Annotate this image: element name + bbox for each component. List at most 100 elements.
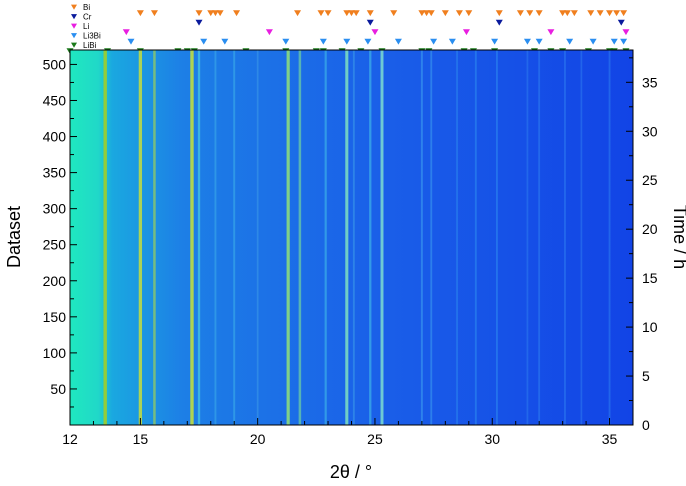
diffraction-line-8 xyxy=(286,50,290,425)
ref-peak-li3bi xyxy=(430,38,438,45)
legend-label-cr: Cr xyxy=(83,13,92,22)
ref-peak-li3bi xyxy=(491,38,499,45)
diffraction-line-2 xyxy=(153,50,156,425)
ref-peak-li3bi xyxy=(523,38,531,45)
y-left-tick-label: 100 xyxy=(43,345,67,361)
ref-peak-bi xyxy=(516,10,524,17)
ref-peak-li3bi xyxy=(127,38,135,45)
diffraction-line-12 xyxy=(352,50,355,425)
y-left-tick-label: 450 xyxy=(43,92,67,108)
ref-peak-li3bi xyxy=(448,38,456,45)
x-axis: 12 15 20 25 30 35 xyxy=(62,418,634,447)
ref-peak-li3bi xyxy=(282,38,290,45)
ref-peak-bi xyxy=(559,10,567,17)
ref-peak-cr xyxy=(495,19,503,26)
ref-peak-bi xyxy=(150,10,158,17)
ref-peak-li3bi xyxy=(566,38,574,45)
ref-peak-bi xyxy=(427,10,435,17)
diffraction-line-17 xyxy=(456,50,458,425)
y-left-tick-label: 200 xyxy=(43,273,67,289)
y-axis-right: 0 5 10 15 20 25 30 35 xyxy=(626,57,658,433)
legend-label-li3bi: Li3Bi xyxy=(83,32,101,41)
diffraction-line-14 xyxy=(380,50,384,425)
y-axis-left: 50 100 150 200 250 300 350 400 450 500 xyxy=(43,56,77,408)
legend-label-li: Li xyxy=(83,22,89,31)
ref-peak-bi xyxy=(418,10,426,17)
y-right-tick-label: 30 xyxy=(642,123,658,139)
ref-peak-li3bi xyxy=(343,38,351,45)
ref-peak-bi xyxy=(195,10,203,17)
ref-peak-bi xyxy=(526,10,534,17)
y-left-tick-label: 150 xyxy=(43,309,67,325)
y-left-tick-label: 250 xyxy=(43,237,67,253)
y-right-tick-label: 15 xyxy=(642,270,658,286)
y-right-tick-label: 35 xyxy=(642,74,658,90)
legend-marker-bi xyxy=(71,4,77,10)
diffraction-line-21 xyxy=(538,50,541,425)
diffraction-line-18 xyxy=(474,50,477,425)
ref-peak-bi xyxy=(465,10,473,17)
ref-peak-li xyxy=(265,29,273,36)
y-right-tick-label: 10 xyxy=(642,319,658,335)
ref-peak-bi xyxy=(495,10,503,17)
ref-peak-li3bi xyxy=(221,38,229,45)
ref-peak-bi xyxy=(343,10,351,17)
diffraction-line-3 xyxy=(190,50,194,425)
y-axis-left-title: Dataset xyxy=(4,206,24,268)
ref-peak-li xyxy=(547,29,555,36)
diffraction-line-9 xyxy=(298,50,302,425)
diffraction-line-7 xyxy=(256,50,259,425)
ref-peak-li3bi xyxy=(364,38,372,45)
diffraction-line-16 xyxy=(430,50,433,425)
ref-peak-bi xyxy=(587,10,595,17)
ref-peak-bi xyxy=(563,10,571,17)
ref-peak-li xyxy=(622,29,630,36)
ref-peak-bi xyxy=(233,10,241,17)
y-right-tick-label: 20 xyxy=(642,221,658,237)
ref-peak-li xyxy=(371,29,379,36)
diffraction-line-10 xyxy=(324,50,327,425)
ref-peak-bi xyxy=(441,10,449,17)
ref-peak-bi xyxy=(423,10,431,17)
y-left-tick-label: 400 xyxy=(43,129,67,145)
ref-peak-bi xyxy=(317,10,325,17)
ref-peak-bi xyxy=(620,10,628,17)
ref-peak-li3bi xyxy=(200,38,208,45)
ref-peak-bi xyxy=(294,10,302,17)
diffraction-line-0 xyxy=(103,50,107,425)
ref-peak-cr xyxy=(195,19,203,26)
ref-peak-li xyxy=(462,29,470,36)
diffraction-line-23 xyxy=(580,50,583,425)
ref-peak-cr xyxy=(366,19,374,26)
legend-marker-li xyxy=(71,23,77,29)
x-tick-label: 12 xyxy=(62,431,78,447)
ref-peak-li3bi xyxy=(535,38,543,45)
ref-peak-bi xyxy=(216,10,224,17)
ref-peak-bi xyxy=(596,10,604,17)
y-right-tick-label: 25 xyxy=(642,172,658,188)
ref-peak-li3bi xyxy=(610,38,618,45)
x-tick-label: 25 xyxy=(367,431,383,447)
legend-marker-cr xyxy=(71,14,77,20)
diffraction-lines xyxy=(103,50,611,425)
diffraction-line-13 xyxy=(369,50,372,425)
legend-marker-li3bi xyxy=(71,33,77,39)
ref-peak-li xyxy=(122,29,130,36)
legend-label-libi: LiBi xyxy=(83,41,97,50)
y-axis-right-title: Time / h xyxy=(670,205,686,269)
ref-peak-bi xyxy=(207,10,215,17)
ref-peak-li3bi xyxy=(394,38,402,45)
diffraction-line-6 xyxy=(233,50,236,425)
y-left-tick-label: 500 xyxy=(43,56,67,72)
diffraction-line-19 xyxy=(496,50,498,425)
x-axis-title: 2θ / ° xyxy=(330,462,372,482)
x-tick-label: 35 xyxy=(602,431,618,447)
diffraction-line-24 xyxy=(608,50,611,425)
legend-marker-libi xyxy=(71,42,77,48)
ref-peak-bi xyxy=(570,10,578,17)
ref-peak-bi xyxy=(613,10,621,17)
diffraction-line-5 xyxy=(214,50,217,425)
ref-peak-bi xyxy=(366,10,374,17)
